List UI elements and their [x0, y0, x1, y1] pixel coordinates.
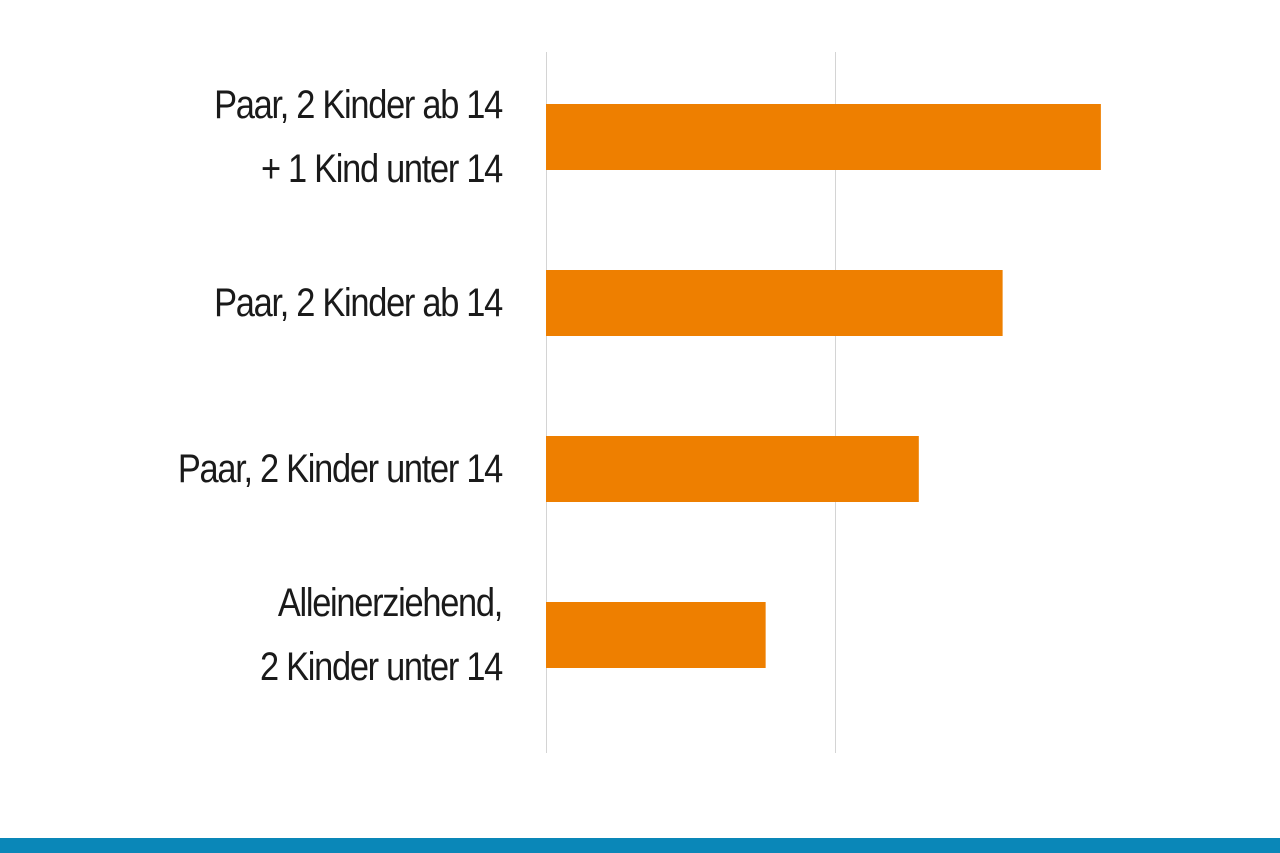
bar-0: [546, 104, 1101, 170]
category-label-line: Paar, 2 Kinder unter 14: [177, 447, 503, 491]
category-label-line: Alleinerziehend,: [277, 581, 503, 625]
bottom-accent-band: [0, 838, 1280, 853]
category-label-line: Paar, 2 Kinder ab 14: [214, 83, 503, 127]
bar-3: [546, 602, 766, 668]
category-label-line: + 1 Kind unter 14: [260, 147, 503, 191]
category-label-1: Paar, 2 Kinder ab 14: [89, 271, 503, 335]
bar-2: [546, 436, 919, 502]
category-label-0: Paar, 2 Kinder ab 14 + 1 Kind unter 14: [89, 73, 503, 201]
category-label-2: Paar, 2 Kinder unter 14: [89, 437, 503, 501]
category-label-line: Paar, 2 Kinder ab 14: [214, 281, 503, 325]
category-label-line: 2 Kinder unter 14: [260, 645, 503, 689]
bar-1: [546, 270, 1003, 336]
bars: [546, 104, 1101, 668]
category-label-3: Alleinerziehend, 2 Kinder unter 14: [89, 571, 503, 699]
